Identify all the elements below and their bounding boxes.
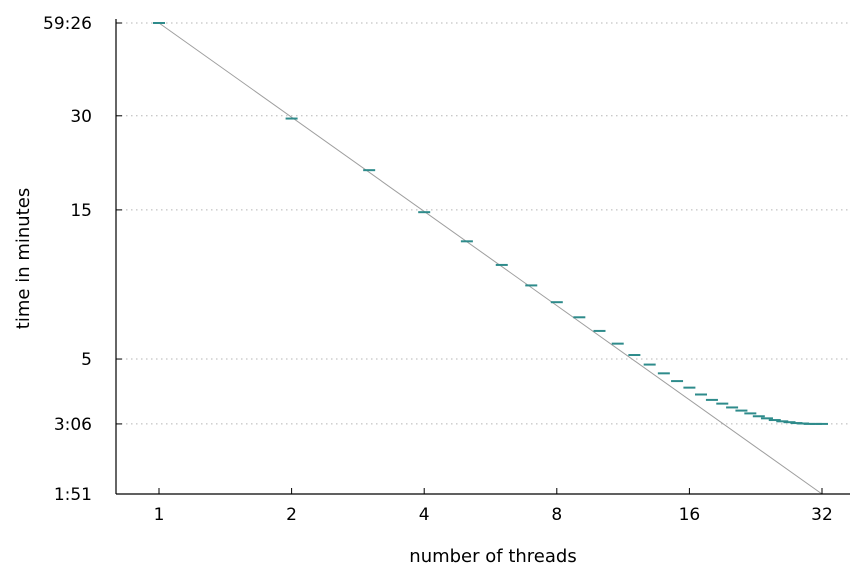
y-tick-label: 59:26: [43, 14, 92, 34]
y-tick-label: 3:06: [54, 415, 92, 435]
y-tick-label: 5: [81, 350, 92, 370]
y-ticks: 59:26 30 15 5 3:06 1:51: [43, 14, 122, 505]
x-tick-label: 16: [679, 505, 701, 525]
x-tick-label: 2: [286, 505, 297, 525]
x-ticks: 1 2 4 8 16 32: [154, 488, 833, 525]
x-axis-title: number of threads: [409, 546, 576, 567]
y-tick-label: 1:51: [54, 485, 92, 505]
data-points: [153, 22, 828, 425]
y-tick-label: 15: [70, 201, 92, 221]
x-tick-label: 8: [551, 505, 562, 525]
ideal-scaling: [158, 22, 823, 495]
axes: [115, 19, 850, 495]
y-tick-label: 30: [70, 107, 92, 127]
x-tick-label: 32: [811, 505, 833, 525]
x-tick-label: 4: [419, 505, 430, 525]
y-axis-title: time in minutes: [13, 188, 34, 329]
ideal-scaling-line: [158, 22, 823, 495]
x-tick-label: 1: [154, 505, 165, 525]
grid: [116, 22, 850, 425]
